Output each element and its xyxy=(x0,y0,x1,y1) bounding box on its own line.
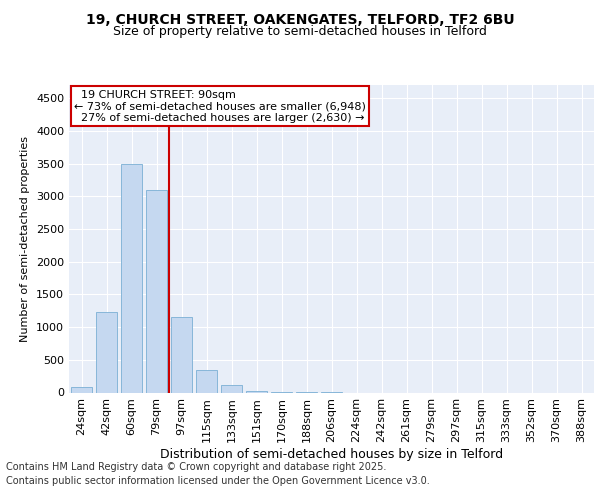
Y-axis label: Number of semi-detached properties: Number of semi-detached properties xyxy=(20,136,31,342)
Bar xyxy=(221,386,242,392)
Bar xyxy=(196,370,217,392)
Bar xyxy=(96,312,117,392)
Text: 19 CHURCH STREET: 90sqm
← 73% of semi-detached houses are smaller (6,948)
  27% : 19 CHURCH STREET: 90sqm ← 73% of semi-de… xyxy=(74,90,366,123)
X-axis label: Distribution of semi-detached houses by size in Telford: Distribution of semi-detached houses by … xyxy=(160,448,503,461)
Text: Contains public sector information licensed under the Open Government Licence v3: Contains public sector information licen… xyxy=(6,476,430,486)
Bar xyxy=(71,386,92,392)
Bar xyxy=(121,164,142,392)
Bar xyxy=(246,390,267,392)
Bar xyxy=(171,318,192,392)
Text: Contains HM Land Registry data © Crown copyright and database right 2025.: Contains HM Land Registry data © Crown c… xyxy=(6,462,386,472)
Bar xyxy=(146,190,167,392)
Text: Size of property relative to semi-detached houses in Telford: Size of property relative to semi-detach… xyxy=(113,25,487,38)
Text: 19, CHURCH STREET, OAKENGATES, TELFORD, TF2 6BU: 19, CHURCH STREET, OAKENGATES, TELFORD, … xyxy=(86,12,514,26)
